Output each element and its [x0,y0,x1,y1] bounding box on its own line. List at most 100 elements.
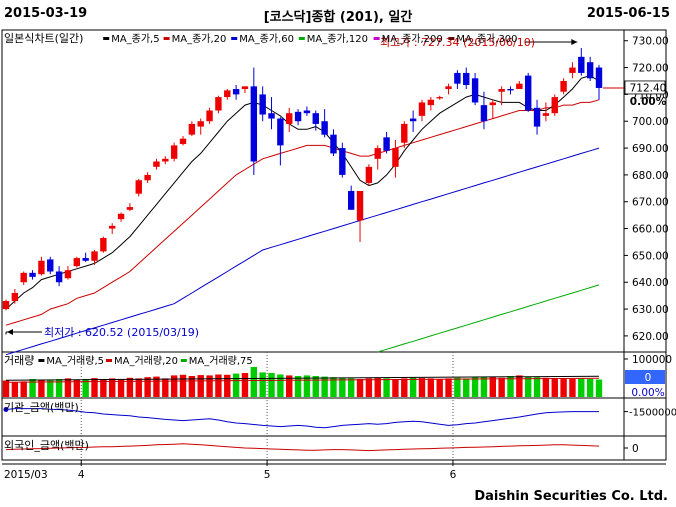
volume-bar [259,372,266,397]
candle-body [498,89,505,92]
volume-bar [392,379,399,397]
x-axis: 2015/03 4 5 6 [4,352,457,481]
volume-bar [64,378,72,397]
candle-body [82,258,89,261]
volume-bar [524,376,532,397]
price-tick-label: 720.00 [632,63,669,75]
legend-swatch [373,37,380,40]
volume-bar [578,378,585,397]
volume-bar [153,376,160,397]
candle-body [259,94,266,115]
legends: 일본식차트(일간) MA_종가,5 MA_종가,20 MA_종가,60 MA_종가,12… [4,31,518,452]
candle-body [109,225,116,229]
volume-bar [330,377,337,397]
volume-bar [418,378,426,397]
candle-body [436,97,443,99]
volume-bar [507,376,514,397]
volume-bar [471,377,479,397]
volume-bar [277,374,284,397]
volume-bar [47,380,54,397]
volume-bar [197,375,204,397]
low-annotation: 최저가 : 620.52 (2015/03/19) [44,326,199,339]
legend-entry: MA_종가,120 [307,33,368,45]
legend-swatch [163,37,170,40]
volume-bar [480,376,488,397]
candle-body [20,272,27,283]
panel-label: 기관_금액(백만) [4,401,79,414]
candle-body [29,272,36,277]
legend-entry: MA_거래량,5 [46,355,104,367]
legend-entry: MA_종가,200 [382,33,443,45]
candle-body [374,148,381,159]
institution-flow-line [5,408,599,429]
volume-bar [286,375,293,397]
candle-body [489,102,496,106]
candle-body [330,134,337,154]
price-tick-label: 690.00 [632,143,669,155]
volume-bar [586,379,594,397]
price-tick-label: 640.00 [632,277,669,289]
volume-bar [294,376,302,397]
volume-bar [268,373,275,397]
volume-bar [339,377,346,397]
brand-label: Daishin Securities Co. Ltd. [474,489,668,504]
price-tick-label: 680.00 [632,170,669,182]
volume-bar [100,379,107,397]
volume-value-box [625,370,665,384]
candle-body [126,207,134,210]
chart-frame [1,29,667,461]
candle-body [551,97,558,114]
volume-bar [436,379,443,397]
candle-body [321,121,328,135]
volume-bar [463,378,470,397]
price-tick-label: 630.00 [632,304,669,316]
volume-bar [11,382,19,397]
price-tick-label: 700.00 [632,116,669,128]
volume-bar [347,378,355,397]
foreign-flow-line [5,443,600,452]
candle-body [427,99,435,106]
candle-body [2,301,10,310]
volume-bar [2,380,10,397]
volume-bar [401,378,408,397]
candle-body [409,118,417,122]
volume-bar [560,378,567,397]
volume-bar [533,377,541,397]
footer: Daishin Securities Co. Ltd. [0,489,676,507]
institution-flow-start [3,407,9,412]
candle-body [401,123,408,143]
candle-body [516,83,523,90]
candle-body [153,161,160,167]
candle-body [445,86,452,90]
volume-current-value: 0 [645,372,652,384]
candle-body [392,148,399,167]
low-arrow-head [7,329,13,335]
candle-body [347,191,355,210]
volume-ma20 [5,377,600,383]
high-arrow-head [571,38,578,45]
candle-body [356,191,364,221]
candle-body [224,90,231,98]
foreign-tick-label: 0 [632,443,639,455]
candle-body [578,56,585,73]
legend-entry: MA_종가,5 [111,33,159,45]
candle-body [569,67,576,73]
legend-entry: MA_종가,60 [239,33,294,45]
volume-tick-label: 100000 [632,354,672,366]
ma120-line [377,284,600,353]
volume-bar [20,381,27,397]
candle-body [533,107,541,127]
volume-bar [516,375,523,397]
candle-body [162,158,169,162]
volume-bar [321,376,328,397]
price-annotations: 최고가 : 727.34 (2015/06/10) 최저가 : 620.52 (2… [5,36,667,339]
price-tick-label: 620.00 [632,331,669,343]
candle-body [471,78,479,103]
candle-body [286,113,293,124]
candle-body [241,86,249,90]
candle-body [365,166,373,183]
volume-bar [445,378,452,397]
volume-bar [241,373,249,397]
legend-entry: MA_거래량,20 [114,355,178,367]
